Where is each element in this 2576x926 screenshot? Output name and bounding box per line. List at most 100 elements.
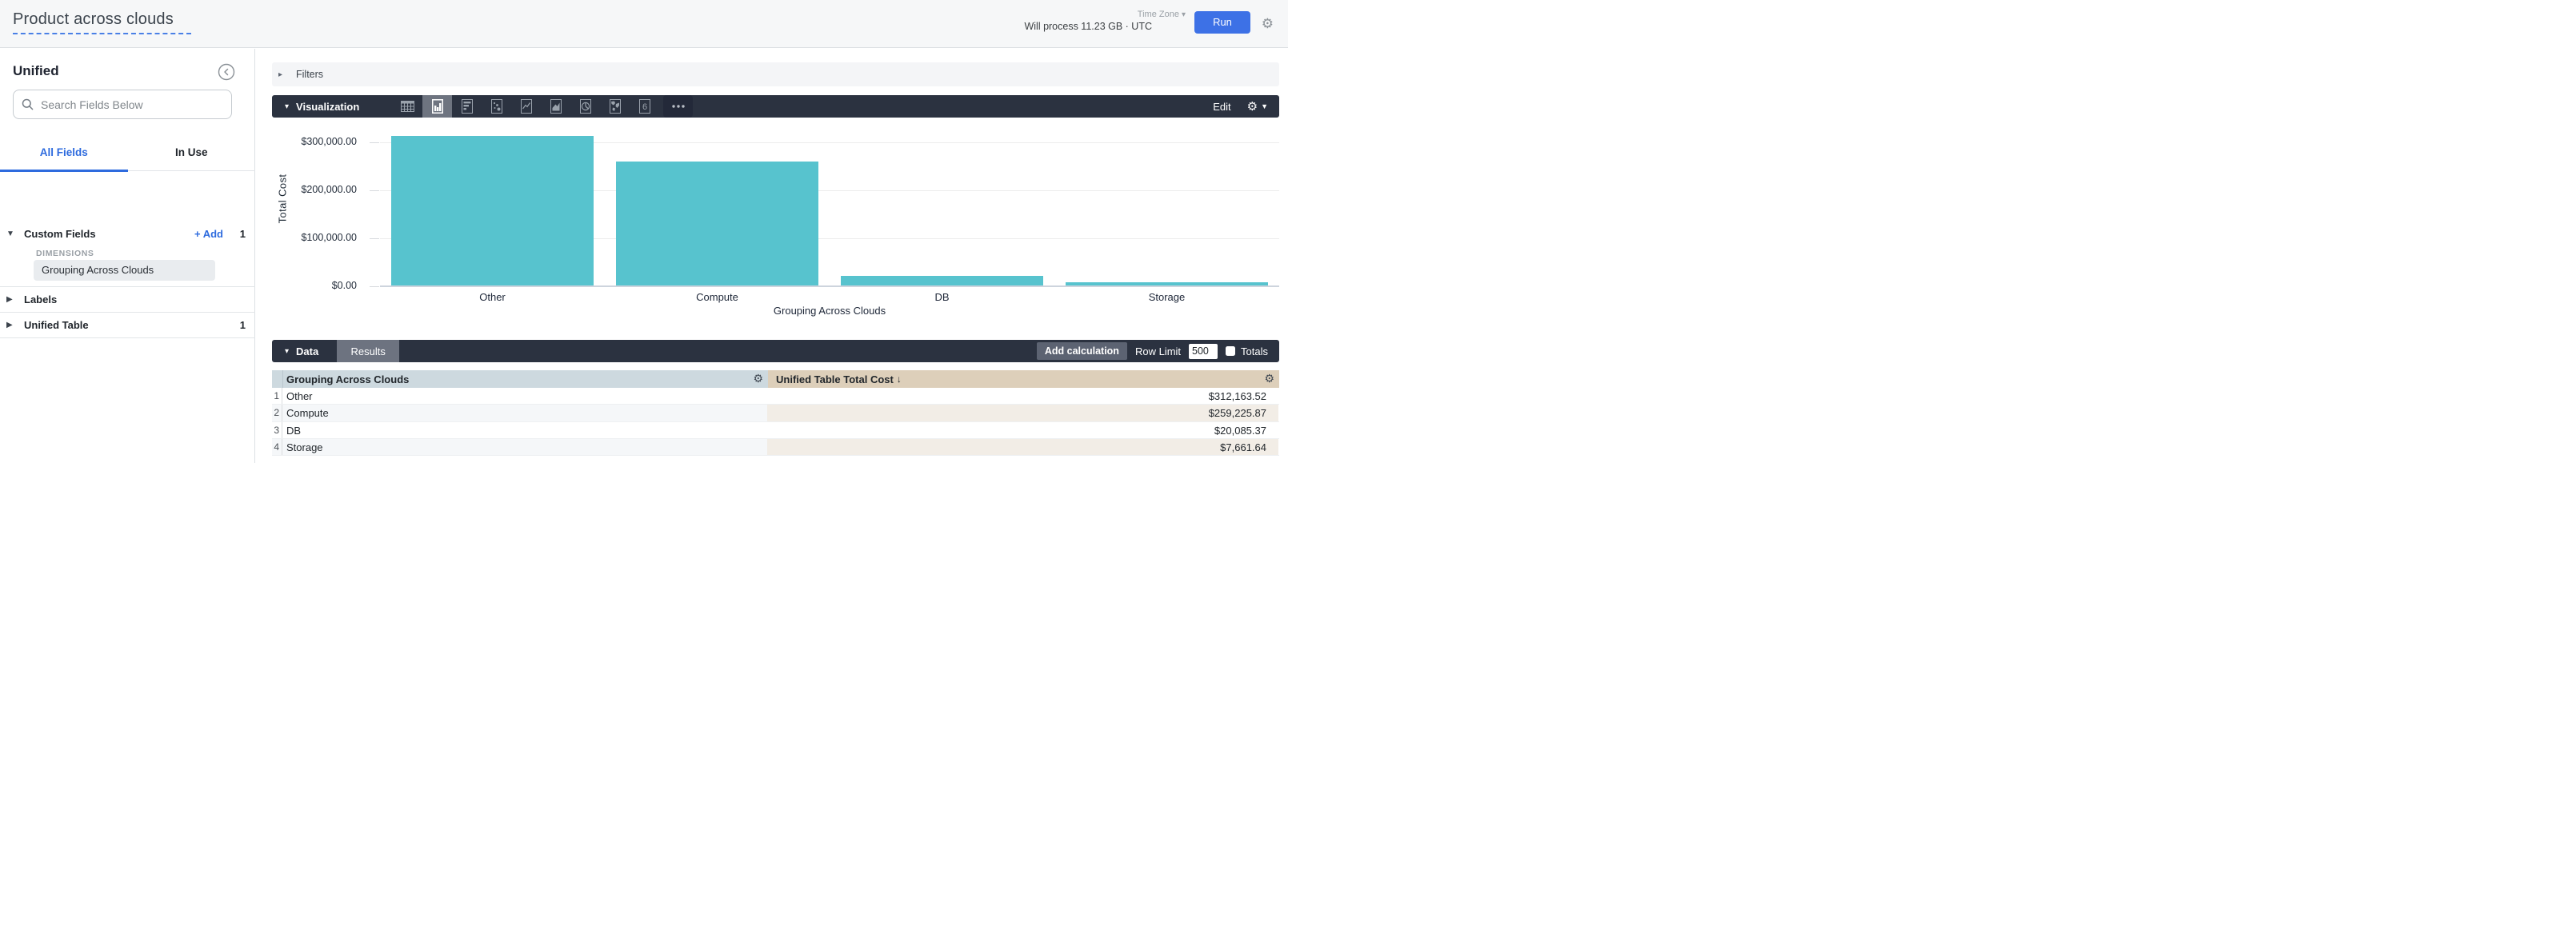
page-title[interactable]: Product across clouds xyxy=(13,10,191,34)
table-row: 4 Storage $7,661.64 xyxy=(272,438,1279,456)
table-row: 2 Compute $259,225.87 xyxy=(272,405,1279,422)
viz-type-line-icon[interactable] xyxy=(511,95,541,118)
x-tick-label: Other xyxy=(479,290,506,303)
divider xyxy=(0,312,255,313)
viz-type-scatter-icon[interactable] xyxy=(482,95,511,118)
sidebar-section-unified-table[interactable]: ▶ Unified Table 1 xyxy=(0,312,255,337)
table-row: 1 Other $312,163.52 xyxy=(272,388,1279,405)
y-tick-label: $200,000.00 xyxy=(301,183,357,195)
unified-table-count: 1 xyxy=(239,318,246,331)
sidebar-section-custom-fields[interactable]: ▼ Custom Fields + Add 1 xyxy=(0,221,255,246)
y-tick-label: $300,000.00 xyxy=(301,135,357,147)
y-tick-label: $100,000.00 xyxy=(301,231,357,243)
totals-checkbox[interactable] xyxy=(1226,346,1236,356)
query-cost-estimate: Will process 11.23 GB · UTC xyxy=(1024,21,1152,32)
viz-type-column-icon[interactable] xyxy=(422,95,453,118)
divider xyxy=(0,286,255,287)
filters-section-header[interactable]: ▸ Filters xyxy=(272,62,1279,86)
totals-label: Totals xyxy=(1241,345,1268,357)
edit-visualization-button[interactable]: Edit xyxy=(1213,100,1231,113)
caret-down-icon[interactable]: ▾ xyxy=(285,102,290,111)
viz-type-area-icon[interactable] xyxy=(541,95,570,118)
viz-type-single-value-icon[interactable]: 6 xyxy=(630,95,659,118)
field-grouping-across-clouds[interactable]: Grouping Across Clouds xyxy=(34,260,215,281)
row-number: 1 xyxy=(272,388,282,405)
field-picker-sidebar: Unified All Fields In Use ▼ Custom Field… xyxy=(0,49,255,463)
viz-type-pie-icon[interactable] xyxy=(570,95,600,118)
unified-table-label: Unified Table xyxy=(24,318,89,331)
bar-compute[interactable] xyxy=(616,161,818,286)
tab-all-fields[interactable]: All Fields xyxy=(0,130,128,172)
explore-settings-gear-icon[interactable]: ⚙ xyxy=(1261,16,1274,31)
caret-right-icon: ▸ xyxy=(278,70,283,79)
measure-cell[interactable]: $312,163.52 xyxy=(1208,390,1266,402)
gridline xyxy=(380,237,1279,239)
row-number: 3 xyxy=(272,421,282,438)
viz-type-bar-icon[interactable] xyxy=(452,95,482,118)
bar-other[interactable] xyxy=(391,136,594,286)
sidebar-section-labels[interactable]: ▶ Labels xyxy=(0,286,255,312)
field-search[interactable] xyxy=(13,90,232,119)
chevron-down-icon[interactable]: ▼ xyxy=(1261,102,1268,110)
labels-label: Labels xyxy=(24,293,58,305)
dimension-cell[interactable]: Other xyxy=(286,390,313,402)
x-tick-label: Storage xyxy=(1148,290,1186,303)
sort-descending-icon[interactable]: ↓ xyxy=(896,373,902,385)
data-label: Data xyxy=(296,345,319,357)
row-number: 4 xyxy=(272,438,282,455)
y-tick-label: $0.00 xyxy=(331,279,357,291)
search-icon xyxy=(22,98,34,110)
viz-type-table-icon[interactable] xyxy=(393,95,422,118)
visualization-settings-gear-icon[interactable]: ⚙ xyxy=(1246,99,1258,114)
tab-in-use[interactable]: In Use xyxy=(174,146,208,158)
measure-column-label: Unified Table Total Cost xyxy=(776,373,894,385)
svg-text:6: 6 xyxy=(642,102,647,112)
filters-label: Filters xyxy=(296,69,324,80)
dimension-column-label: Grouping Across Clouds xyxy=(286,373,410,385)
results-table: Grouping Across Clouds ⚙ Unified Table T… xyxy=(272,370,1279,456)
y-tick-mark xyxy=(369,285,379,287)
search-input[interactable] xyxy=(41,98,223,111)
visualization-section-header: ▾ Visualization xyxy=(272,95,1279,118)
measure-column-gear-icon[interactable]: ⚙ xyxy=(1264,372,1274,385)
x-tick-label: DB xyxy=(934,290,950,303)
gridline xyxy=(380,142,1279,143)
column-header-grouping-across-clouds[interactable]: Grouping Across Clouds ⚙ xyxy=(272,370,768,388)
explore-view-name: Unified xyxy=(13,63,59,78)
collapse-sidebar-button[interactable] xyxy=(218,63,235,81)
measure-cell[interactable]: $20,085.37 xyxy=(1214,424,1266,437)
dimension-column-gear-icon[interactable]: ⚙ xyxy=(753,372,763,385)
chevron-down-icon: ▾ xyxy=(1181,10,1186,19)
dimension-cell[interactable]: Compute xyxy=(282,405,767,421)
row-number: 2 xyxy=(272,405,282,421)
add-custom-field-button[interactable]: + Add xyxy=(194,227,223,240)
run-button[interactable]: Run xyxy=(1194,11,1250,34)
more-viz-types-button[interactable] xyxy=(663,95,694,118)
add-calculation-button[interactable]: Add calculation xyxy=(1036,342,1127,360)
dimension-cell[interactable]: Storage xyxy=(282,438,767,455)
row-limit-input[interactable] xyxy=(1189,343,1218,359)
data-section-header: ▾ Data Results Add calculation Row Limit… xyxy=(272,340,1279,362)
measure-cell[interactable]: $259,225.87 xyxy=(767,405,1278,421)
bar-chart: Total Cost $0.00 $100,000.00 $200,000.00 $3… xyxy=(272,118,1279,340)
table-row: 3 DB $20,085.37 xyxy=(272,421,1279,439)
y-tick-mark xyxy=(369,142,379,143)
table-header-row: Grouping Across Clouds ⚙ Unified Table T… xyxy=(272,370,1279,388)
caret-right-icon: ▶ xyxy=(6,320,13,329)
bar-db[interactable] xyxy=(841,276,1043,286)
sidebar-tabs: All Fields In Use xyxy=(0,130,255,172)
chevron-left-circle-icon xyxy=(218,63,235,81)
timezone-selector[interactable]: Time Zone ▾ xyxy=(1138,10,1186,19)
chart-type-picker: 6 xyxy=(393,95,694,118)
measure-cell[interactable]: $7,661.64 xyxy=(767,438,1278,455)
dimension-cell[interactable]: DB xyxy=(286,424,302,437)
y-tick-mark xyxy=(369,237,379,239)
caret-down-icon[interactable]: ▾ xyxy=(285,346,290,356)
custom-fields-label: Custom Fields xyxy=(24,227,96,240)
column-header-total-cost[interactable]: Unified Table Total Cost ↓ ⚙ xyxy=(768,370,1279,388)
viz-type-map-icon[interactable] xyxy=(600,95,630,118)
results-tab[interactable]: Results xyxy=(337,340,400,362)
top-header: Product across clouds Time Zone ▾ Will pr… xyxy=(0,0,1288,48)
bar-storage[interactable] xyxy=(1066,281,1268,286)
divider xyxy=(0,337,255,338)
